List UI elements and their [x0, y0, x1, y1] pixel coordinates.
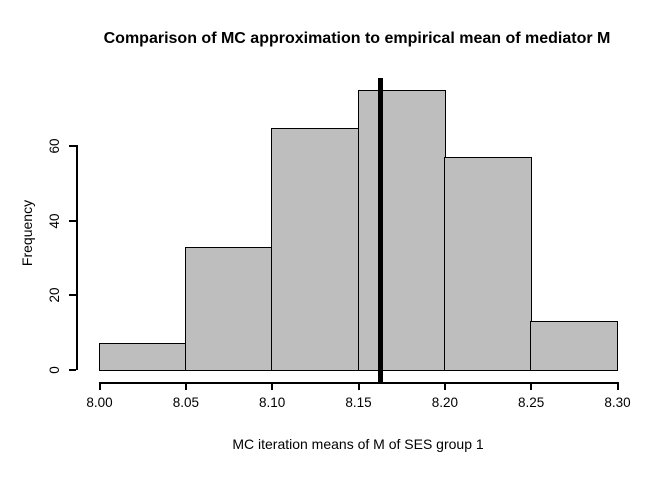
x-tick	[98, 384, 101, 390]
histogram-bar	[357, 90, 446, 371]
chart-title: Comparison of MC approximation to empiri…	[103, 30, 611, 47]
x-tick-label: 8.10	[259, 395, 286, 410]
x-tick	[184, 384, 187, 390]
x-tick-label: 8.20	[431, 395, 458, 410]
x-tick	[530, 384, 533, 390]
y-tick	[69, 368, 76, 371]
x-tick	[443, 384, 446, 390]
y-axis-label: Frequency	[19, 199, 35, 267]
x-tick-label: 8.00	[86, 395, 113, 410]
x-tick	[357, 384, 360, 390]
y-tick	[69, 219, 76, 222]
y-tick-label: 20	[47, 287, 62, 303]
y-tick	[69, 294, 76, 297]
histogram-bar	[530, 321, 619, 371]
x-axis-line	[98, 382, 619, 384]
x-axis-label: MC iteration means of M of SES group 1	[232, 436, 484, 452]
y-tick-label: 40	[47, 213, 62, 229]
y-axis-line	[76, 145, 78, 371]
histogram-bar	[185, 246, 273, 371]
histogram-bar	[444, 157, 532, 371]
x-tick-label: 8.30	[604, 395, 631, 410]
x-tick-label: 8.15	[345, 395, 372, 410]
histogram-bar	[98, 343, 187, 371]
x-tick-label: 8.25	[518, 395, 545, 410]
y-tick	[69, 145, 76, 148]
y-tick-label: 0	[47, 365, 62, 374]
x-tick	[616, 384, 619, 390]
x-tick-label: 8.05	[172, 395, 199, 410]
histogram-bar	[271, 127, 360, 371]
mean-vline	[378, 78, 384, 383]
x-tick	[271, 384, 274, 390]
y-tick-label: 60	[47, 138, 62, 154]
